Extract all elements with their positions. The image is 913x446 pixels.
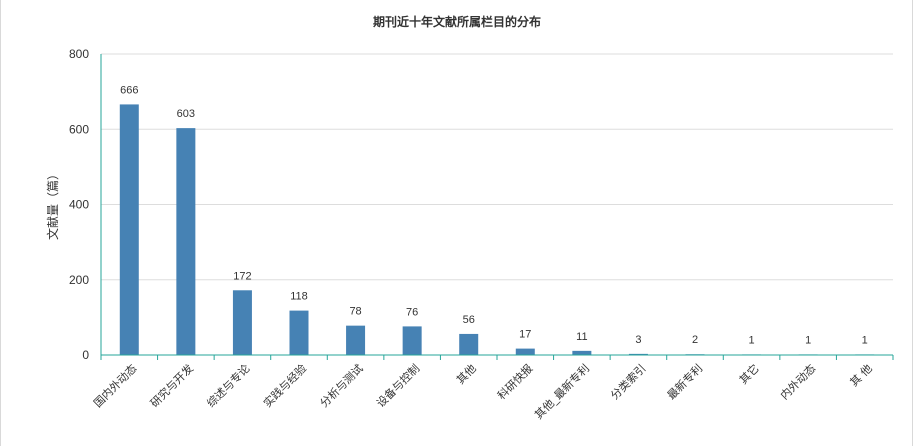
x-tick-label: 其 他: [848, 362, 875, 389]
x-tick-label: 设备与控制: [373, 361, 422, 410]
bar-value-label: 56: [463, 314, 475, 326]
bar-value-label: 76: [406, 306, 418, 318]
x-tick-label: 科研快报: [494, 361, 535, 402]
bar-value-label: 603: [177, 108, 195, 120]
bar-value-label: 1: [749, 334, 755, 346]
bar-value-label: 1: [805, 334, 811, 346]
x-tick-label: 实践与经验: [260, 361, 309, 410]
bar-value-label: 172: [233, 270, 251, 282]
bar[interactable]: [459, 333, 479, 355]
grid-lines: [101, 53, 893, 281]
y-axis-title: 文献量（篇）: [45, 168, 60, 240]
bar[interactable]: [232, 290, 252, 355]
bar-value-label: 17: [519, 329, 531, 341]
bar-value-label: 118: [290, 291, 308, 303]
bars: [119, 104, 875, 355]
bar-value-label: 666: [120, 84, 138, 96]
x-tick-label: 分析与测试: [317, 361, 366, 410]
x-tick-label: 研究与开发: [147, 361, 196, 410]
x-tick-label: 国内外动态: [91, 361, 140, 410]
bar[interactable]: [402, 326, 422, 355]
bar-value-label: 3: [635, 334, 641, 346]
bar[interactable]: [572, 350, 592, 355]
bar[interactable]: [346, 325, 366, 355]
bar[interactable]: [289, 310, 309, 355]
bar[interactable]: [176, 128, 196, 355]
y-tick-label: 400: [69, 198, 89, 212]
x-tick-label: 其他_最新专利: [532, 361, 592, 421]
x-tick-label: 分类索引: [608, 361, 649, 402]
y-tick-label: 200: [69, 273, 89, 287]
bar-value-label: 1: [862, 334, 868, 346]
bar[interactable]: [628, 353, 648, 355]
y-tick-label: 800: [69, 47, 89, 61]
x-tick-label: 综述与专论: [204, 361, 253, 410]
x-tick-label: 其它: [736, 361, 761, 386]
bar-value-label: 2: [692, 334, 698, 346]
x-axis: 国内外动态 研究与开发 综述与专论 实践与经验 分析与测试 设备与控制 其他 科研快报其他_最…: [91, 354, 894, 422]
y-axis: 0 200 400 600 800: [69, 47, 102, 362]
bar-value-label: 11: [576, 331, 587, 343]
bar-value-label: 78: [349, 306, 361, 318]
x-tick-label: 内外动态: [777, 361, 818, 402]
bar[interactable]: [515, 348, 535, 355]
y-tick-label: 0: [82, 348, 89, 362]
x-tick-label: 其他: [454, 362, 479, 387]
y-tick-label: 600: [69, 122, 89, 136]
chart-title: 期刊近十年文献所属栏目的分布: [373, 14, 541, 29]
bar[interactable]: [119, 104, 139, 355]
x-tick-label: 最新专利: [664, 361, 705, 402]
